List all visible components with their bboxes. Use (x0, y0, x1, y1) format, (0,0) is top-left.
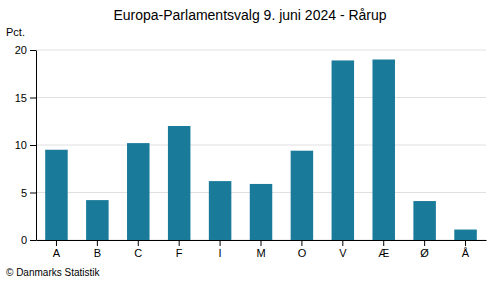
x-tick-mark (383, 240, 384, 246)
x-tick-mark (261, 240, 262, 246)
x-tick: A (53, 240, 61, 259)
x-tick-mark (301, 240, 302, 246)
y-tick-mark (30, 193, 36, 194)
x-tick-label: C (134, 247, 142, 259)
x-tick: Å (462, 240, 470, 259)
x-tick: M (256, 240, 265, 259)
bar (250, 184, 273, 240)
y-tick: 20 (15, 44, 36, 56)
x-tick-label: M (256, 247, 265, 259)
x-tick-mark (97, 240, 98, 246)
footer: © Danmarks Statistik (6, 267, 101, 278)
y-tick: 0 (21, 234, 36, 246)
y-tick-label: 5 (21, 187, 27, 199)
x-tick-label: B (94, 247, 101, 259)
x-tick: O (298, 240, 307, 259)
chart-container: Europa-Parlamentsvalg 9. juni 2024 - Rår… (0, 0, 500, 282)
grid (36, 50, 486, 240)
bar (454, 230, 477, 240)
y-tick-label: 20 (15, 44, 27, 56)
bar (127, 143, 150, 240)
x-tick-label: F (176, 247, 183, 259)
x-tick: B (94, 240, 101, 259)
x-tick: Ø (420, 240, 429, 259)
y-axis-line (36, 51, 37, 241)
bar (291, 151, 314, 240)
y-tick-label: 0 (21, 234, 27, 246)
bar (372, 60, 395, 241)
x-tick-mark (179, 240, 180, 246)
y-tick-mark (30, 240, 36, 241)
x-tick-mark (56, 240, 57, 246)
bar (209, 181, 232, 240)
x-tick-mark (138, 240, 139, 246)
y-tick: 5 (21, 187, 36, 199)
y-tick: 15 (15, 92, 36, 104)
grid-line (36, 50, 486, 51)
chart-svg: Europa-Parlamentsvalg 9. juni 2024 - Rår… (0, 0, 500, 282)
x-tick: I (219, 240, 222, 259)
grid-line (36, 97, 486, 98)
x-axis: ABCFIMOVÆØÅ (37, 240, 487, 259)
plot-area: 0 5 10 15 20 A B C F I M O V Æ Ø Å (15, 44, 487, 259)
x-tick-label: V (339, 247, 347, 259)
x-tick-label: O (298, 247, 307, 259)
y-tick-label: 15 (15, 92, 27, 104)
bar (168, 126, 191, 240)
bar (413, 201, 436, 240)
y-label: Pct. (6, 26, 25, 38)
y-tick: 10 (15, 139, 36, 151)
bar (332, 60, 355, 240)
x-tick-label: Ø (420, 247, 429, 259)
x-tick-label: Å (462, 247, 470, 259)
x-tick: Æ (378, 240, 389, 259)
grid-line (36, 145, 486, 146)
x-tick-label: I (219, 247, 222, 259)
x-tick-mark (220, 240, 221, 246)
title: Europa-Parlamentsvalg 9. juni 2024 - Rår… (113, 7, 386, 23)
bar (86, 200, 109, 240)
x-tick: C (134, 240, 142, 259)
y-axis: 0 5 10 15 20 (15, 44, 37, 246)
x-tick-label: A (53, 247, 61, 259)
x-tick-mark (465, 240, 466, 246)
x-tick: V (339, 240, 347, 259)
y-tick-mark (30, 98, 36, 99)
x-tick: F (176, 240, 183, 259)
x-tick-mark (424, 240, 425, 246)
bar (45, 150, 68, 240)
y-tick-label: 10 (15, 139, 27, 151)
y-tick-mark (30, 50, 36, 51)
y-tick-mark (30, 145, 36, 146)
bars (45, 60, 477, 241)
x-tick-mark (342, 240, 343, 246)
x-tick-label: Æ (378, 247, 389, 259)
